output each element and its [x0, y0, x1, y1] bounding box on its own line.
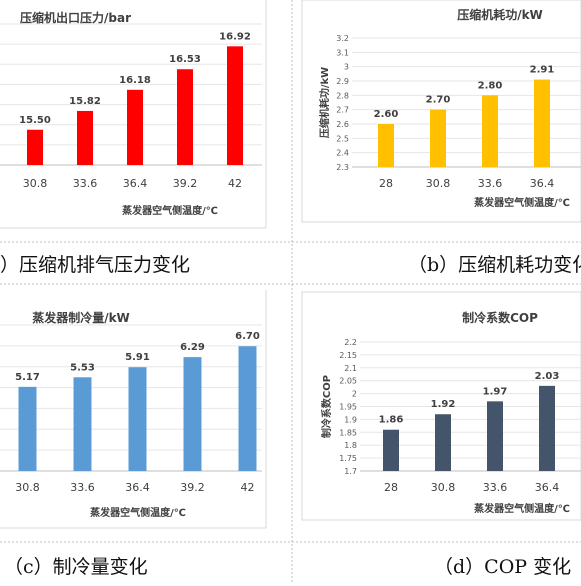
x-axis-title: 蒸发器空气侧温度/℃ [474, 196, 570, 209]
y-tick-label: 2.7 [336, 106, 349, 115]
x-tick-label: 42 [228, 177, 242, 190]
data-label: 1.92 [431, 399, 456, 410]
data-label: 5.91 [125, 352, 150, 363]
x-tick-label: 36.4 [125, 481, 150, 494]
y-tick-label: 2.9 [336, 77, 349, 86]
bar-36.4 [534, 79, 550, 167]
bar-36.4 [128, 367, 147, 471]
data-label: 15.50 [19, 115, 51, 126]
bar-39.2 [177, 69, 193, 165]
y-tick-label: 2.8 [336, 91, 349, 100]
data-label: 16.92 [219, 31, 251, 42]
chart-frames [0, 0, 581, 529]
data-label: 2.80 [478, 80, 503, 91]
y-tick-label: 2.3 [336, 163, 349, 172]
data-label: 2.91 [530, 65, 555, 76]
y-tick-label: 3 [344, 63, 349, 72]
caption-a: ）压缩机排气压力变化 [0, 254, 191, 276]
bar-33.6 [77, 110, 93, 165]
x-tick-label: 30.8 [15, 481, 40, 494]
x-tick-label: 33.6 [478, 177, 503, 190]
y-tick-label: 2 [352, 390, 357, 399]
y-tick-label: 2.5 [336, 134, 349, 143]
chart-1: 2.3 2.4 2.5 2.6 2.7 2.8 2.9 3 3.1 3.2 2.60 28 2.70 30… [318, 7, 581, 209]
y-tick-label: 1.85 [339, 428, 357, 437]
chart-2: 5.17 30.8 5.53 33.6 5.91 36.4 6.29 39.2 6.70 42 蒸发… [0, 310, 262, 519]
y-tick-label: 2.15 [339, 351, 357, 360]
data-label: 16.18 [119, 75, 151, 86]
y-tick-label: 3.2 [336, 34, 349, 43]
x-axis-title: 蒸发器空气侧温度/℃ [90, 506, 186, 519]
caption-b: （b）压缩机耗功变化 [408, 254, 581, 276]
bar-42 [227, 46, 243, 166]
x-tick-label: 33.6 [483, 481, 508, 494]
data-label: 2.60 [374, 109, 399, 120]
y-tick-label: 1.75 [339, 454, 357, 463]
bar-33.6 [73, 377, 92, 471]
bar-30.8 [27, 129, 43, 165]
x-tick-label: 36.4 [123, 177, 148, 190]
y-tick-label: 1.8 [344, 441, 357, 450]
y-axis-title: 制冷系数COP [320, 375, 333, 438]
x-tick-label: 28 [379, 177, 393, 190]
x-tick-label: 42 [241, 481, 255, 494]
data-label: 5.53 [70, 362, 95, 373]
x-tick-label: 33.6 [70, 481, 95, 494]
chart-title: 压缩机耗功/kW [457, 7, 543, 22]
data-label: 16.53 [169, 54, 201, 65]
bar-42 [238, 346, 257, 471]
data-label: 1.97 [483, 386, 508, 397]
y-tick-label: 2.2 [344, 338, 357, 347]
x-tick-label: 30.8 [23, 177, 48, 190]
data-label: 6.70 [235, 331, 260, 342]
chart-title: 压缩机出口压力/bar [20, 10, 131, 25]
data-label: 2.03 [535, 371, 560, 382]
x-tick-label: 39.2 [180, 481, 205, 494]
y-tick-label: 3.1 [336, 48, 349, 57]
x-tick-label: 36.4 [535, 481, 560, 494]
data-label: 15.82 [69, 96, 101, 107]
chart-title: 蒸发器制冷量/kW [32, 310, 130, 325]
bar-36.4 [539, 385, 555, 471]
y-tick-label: 2.4 [336, 149, 349, 158]
bar-28 [378, 124, 394, 167]
x-tick-label: 30.8 [431, 481, 456, 494]
y-tick-label: 1.95 [339, 403, 357, 412]
x-axis-title: 蒸发器空气侧温度/℃ [474, 502, 570, 515]
caption-c: （c）制冷量变化 [4, 556, 148, 578]
chart-title: 制冷系数COP [462, 310, 538, 325]
y-axis-title: 压缩机耗功/kW [318, 67, 331, 138]
x-axis-title: 蒸发器空气侧温度/℃ [122, 204, 218, 217]
bar-28 [383, 429, 399, 471]
data-label: 6.29 [180, 342, 205, 353]
bar-39.2 [183, 357, 202, 471]
x-tick-label: 30.8 [426, 177, 451, 190]
bar-36.4 [127, 89, 143, 165]
y-tick-label: 1.7 [344, 467, 357, 476]
bar-30.8 [435, 414, 451, 471]
chart-3: 1.7 1.75 1.8 1.85 1.9 1.95 2 2.05 2.1 2.15 2.2 1.86… [320, 310, 581, 515]
x-tick-label: 28 [384, 481, 398, 494]
y-tick-label: 2.05 [339, 377, 357, 386]
y-tick-label: 1.9 [344, 415, 357, 424]
chart-0: 15.50 30.8 15.82 33.6 16.18 36.4 16.53 39.2 16.9… [0, 10, 262, 217]
data-label: 2.70 [426, 95, 451, 106]
y-tick-label: 2.6 [336, 120, 349, 129]
x-tick-label: 39.2 [173, 177, 198, 190]
bar-33.6 [487, 401, 503, 471]
data-label: 5.17 [15, 372, 40, 383]
y-tick-label: 2.1 [344, 364, 357, 373]
caption-d: （d）COP 变化 [434, 556, 572, 578]
bar-30.8 [430, 109, 446, 167]
x-tick-label: 36.4 [530, 177, 555, 190]
bar-30.8 [18, 386, 37, 471]
data-label: 1.86 [379, 415, 404, 426]
bar-33.6 [482, 95, 498, 167]
x-tick-label: 33.6 [73, 177, 98, 190]
